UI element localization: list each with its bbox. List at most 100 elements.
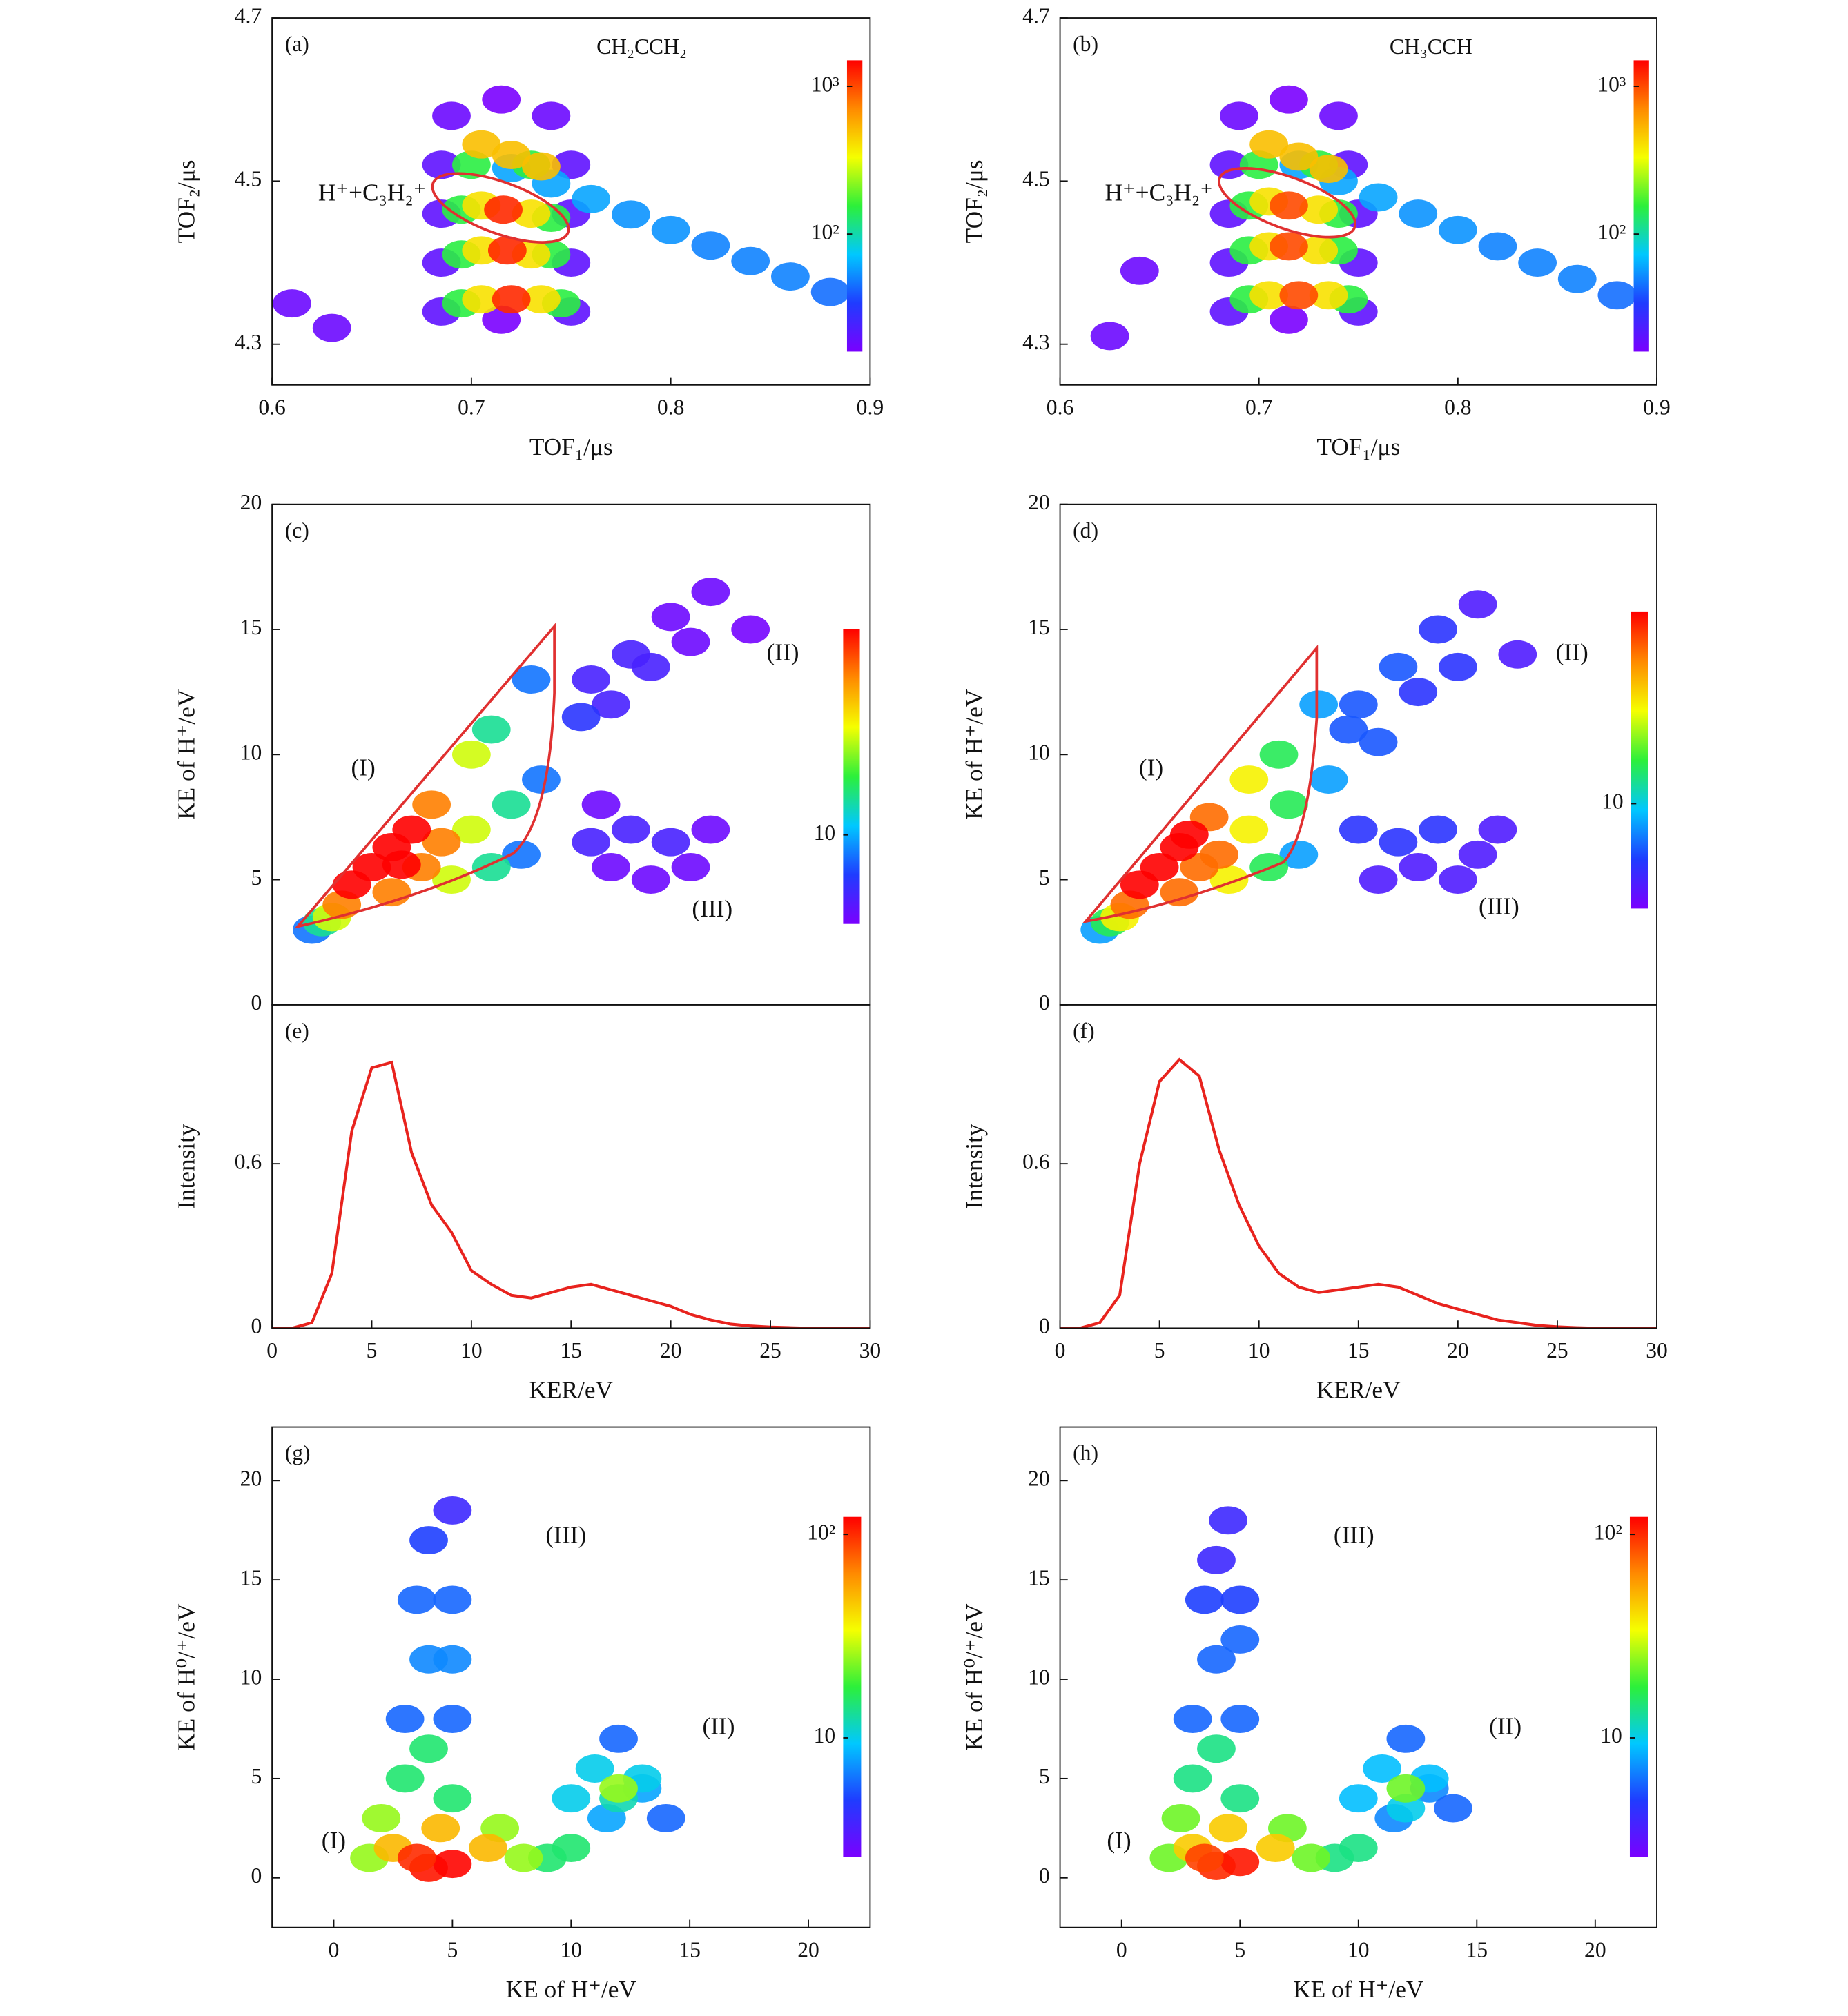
density-cell xyxy=(671,852,710,881)
density-cell xyxy=(1299,690,1339,719)
density-cell xyxy=(409,1734,448,1763)
y-tick-label: 5 xyxy=(1039,865,1050,890)
density-cell xyxy=(1363,1754,1401,1783)
density-cell xyxy=(1597,281,1637,310)
density-cell xyxy=(1185,1585,1224,1614)
y-tick-label: 4.5 xyxy=(235,167,262,191)
y-axis-label: Intensity xyxy=(961,1124,988,1209)
density-cell xyxy=(572,665,611,694)
x-tick-label: 0.9 xyxy=(1643,395,1670,419)
density-cell xyxy=(1419,815,1457,844)
density-cell xyxy=(469,1834,507,1863)
density-cell xyxy=(1173,1705,1212,1734)
plot-frame xyxy=(1059,17,1657,386)
density-cell xyxy=(1399,852,1438,881)
density-cell xyxy=(1229,765,1269,794)
density-cell xyxy=(522,765,561,794)
density-cell xyxy=(273,289,311,318)
density-cell xyxy=(1458,590,1497,619)
density-cell xyxy=(651,828,690,857)
colorbar-tick-label: 10 xyxy=(1602,790,1624,814)
density-cell xyxy=(312,313,351,342)
x-tick-label: 0.8 xyxy=(1444,395,1471,419)
y-tick-label: 5 xyxy=(1039,1764,1050,1788)
panel-title: CH₃CCH xyxy=(1390,35,1472,59)
x-axis-label: TOF₁/μs xyxy=(1316,433,1400,460)
x-tick-label: 10 xyxy=(1248,1338,1270,1362)
density-cell xyxy=(433,1496,472,1525)
x-tick-label: 15 xyxy=(1466,1937,1488,1961)
plot-area xyxy=(1060,1057,1657,1329)
density-cell xyxy=(1160,878,1199,907)
annotation: (II) xyxy=(766,638,799,665)
colorbar xyxy=(1629,1516,1648,1857)
x-tick-label: 0.8 xyxy=(657,395,684,419)
colorbar-tick-label: 10 xyxy=(1600,1723,1622,1748)
annotation: (I) xyxy=(1107,1827,1131,1854)
density-cell xyxy=(362,1803,401,1832)
colorbar-tick-label: 10 xyxy=(814,821,836,845)
y-tick-label: 0 xyxy=(1039,990,1050,1015)
intensity-line xyxy=(272,1060,870,1329)
density-cell xyxy=(451,740,491,769)
x-tick-label: 5 xyxy=(1234,1937,1245,1961)
density-cell xyxy=(1419,615,1457,644)
plot-area xyxy=(1149,1506,1472,1880)
density-cell xyxy=(512,665,551,694)
selection-ellipse xyxy=(1218,167,1357,239)
x-tick-label: 10 xyxy=(560,1937,582,1961)
density-cell xyxy=(1458,840,1497,869)
x-axis-label: KE of H⁺/eV xyxy=(506,1976,637,2003)
density-cell xyxy=(631,865,670,894)
plot-frame xyxy=(271,17,871,386)
y-tick-label: 4.7 xyxy=(1022,3,1049,28)
density-cell xyxy=(612,200,650,229)
x-tick-label: 0.6 xyxy=(258,395,285,419)
plot-area xyxy=(350,1496,685,1882)
panel-label: (b) xyxy=(1073,32,1098,56)
x-axis-label: KER/eV xyxy=(1316,1376,1401,1403)
x-axis-label: KE of H⁺/eV xyxy=(1293,1976,1424,2003)
density-cell xyxy=(392,815,431,844)
selection-polygon xyxy=(294,623,556,929)
y-tick-label: 20 xyxy=(240,1467,262,1491)
density-cell xyxy=(651,603,690,632)
density-cell xyxy=(532,101,571,130)
annotation: H⁺+C₃H₂⁺ xyxy=(1105,179,1213,206)
density-cell xyxy=(451,815,491,844)
density-cell xyxy=(471,715,511,744)
x-tick-label: 0 xyxy=(329,1937,340,1961)
density-cell xyxy=(1140,852,1179,881)
density-cell xyxy=(1270,790,1308,819)
density-cell xyxy=(1557,264,1597,293)
density-cell xyxy=(1197,1545,1236,1574)
colorbar xyxy=(843,1516,862,1857)
x-tick-label: 0 xyxy=(1116,1937,1127,1961)
y-tick-label: 0 xyxy=(251,990,262,1015)
density-cell xyxy=(1220,101,1258,130)
y-tick-label: 15 xyxy=(240,1565,262,1589)
panel-title: CH₂CCH₂ xyxy=(596,35,687,59)
y-axis-label: KE of H⁰/⁺/eV xyxy=(961,1603,988,1751)
density-cell xyxy=(612,815,650,844)
panel-label: (d) xyxy=(1073,518,1098,542)
density-cell xyxy=(1339,815,1378,844)
x-tick-label: 15 xyxy=(560,1338,582,1362)
y-tick-label: 15 xyxy=(240,615,262,639)
density-cell xyxy=(1249,281,1288,310)
density-cell xyxy=(1386,1724,1426,1753)
density-cell xyxy=(1220,1848,1260,1877)
density-cell xyxy=(691,231,730,260)
density-cell xyxy=(1299,236,1339,265)
density-cell xyxy=(1359,183,1398,212)
density-cell xyxy=(492,790,531,819)
panel-label: (f) xyxy=(1073,1019,1095,1043)
density-cell xyxy=(492,141,531,170)
density-cell xyxy=(422,150,461,179)
density-cell xyxy=(433,1784,472,1813)
density-cell xyxy=(572,184,611,213)
y-tick-label: 4.3 xyxy=(1022,330,1049,354)
density-cell xyxy=(1399,678,1438,707)
